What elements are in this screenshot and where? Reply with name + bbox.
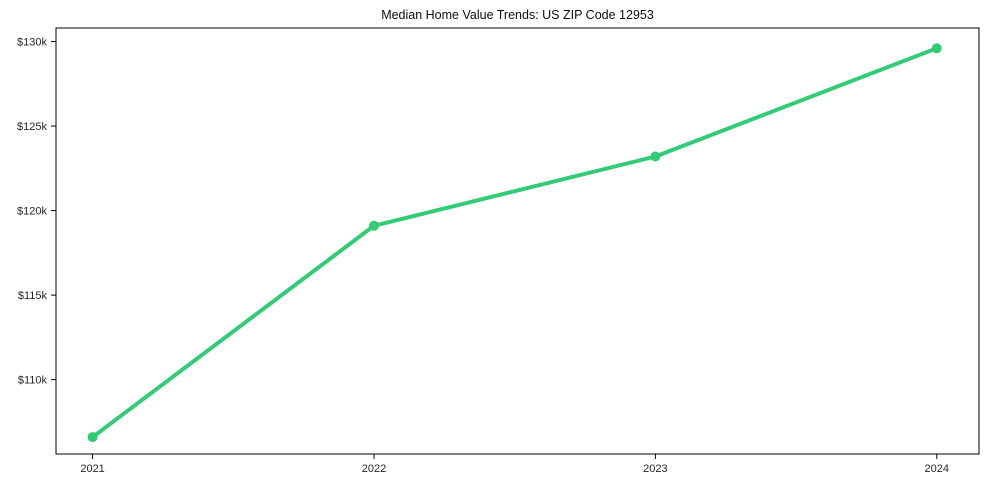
y-tick-label: $130k	[17, 37, 47, 49]
x-tick-label: 2023	[643, 463, 667, 475]
data-point-marker	[368, 220, 379, 231]
x-tick-label: 2022	[362, 463, 386, 475]
y-tick-label: $125k	[17, 121, 47, 133]
data-point-marker	[87, 432, 98, 443]
data-point-marker	[931, 43, 942, 54]
x-tick-label: 2021	[80, 463, 104, 475]
chart-title: Median Home Value Trends: US ZIP Code 12…	[381, 8, 654, 22]
x-tick-label: 2024	[925, 463, 949, 475]
data-point-marker	[650, 151, 661, 162]
plot-border	[55, 27, 980, 455]
y-tick-label: $115k	[18, 290, 48, 302]
y-tick-label: $120k	[17, 206, 47, 218]
trend-line	[90, 46, 939, 440]
y-tick-label: $110k	[18, 375, 48, 387]
